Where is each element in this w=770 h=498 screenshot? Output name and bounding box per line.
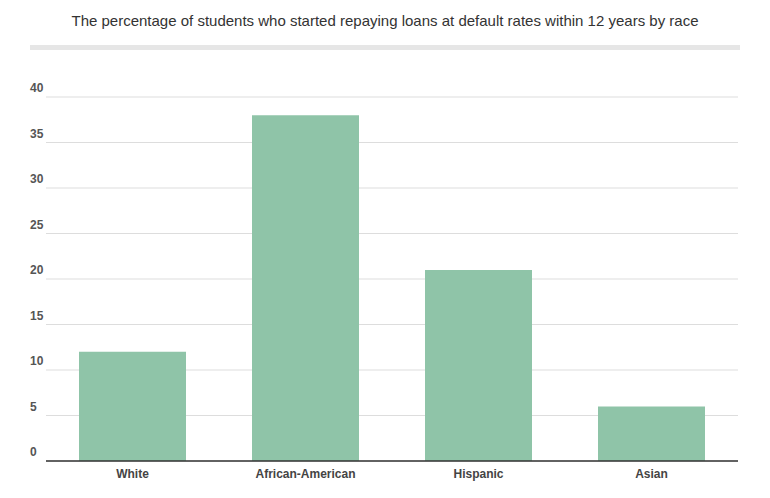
svg-text:Hispanic: Hispanic [453, 467, 503, 481]
html-text:The percentage of students who: The percentage of students who started r… [71, 12, 699, 29]
svg-text:20: 20 [30, 263, 44, 277]
svg-text:15: 15 [30, 309, 44, 323]
svg-text:0: 0 [30, 445, 37, 459]
svg-text:African-American: African-American [255, 467, 355, 481]
svg-text:White: White [116, 467, 149, 481]
svg-text:35: 35 [30, 127, 44, 141]
svg-text:Asian: Asian [635, 467, 668, 481]
svg-text:5: 5 [30, 400, 37, 414]
svg-text:25: 25 [30, 218, 44, 232]
svg-text:30: 30 [30, 172, 44, 186]
svg-text:10: 10 [30, 354, 44, 368]
svg-text:40: 40 [30, 81, 44, 95]
